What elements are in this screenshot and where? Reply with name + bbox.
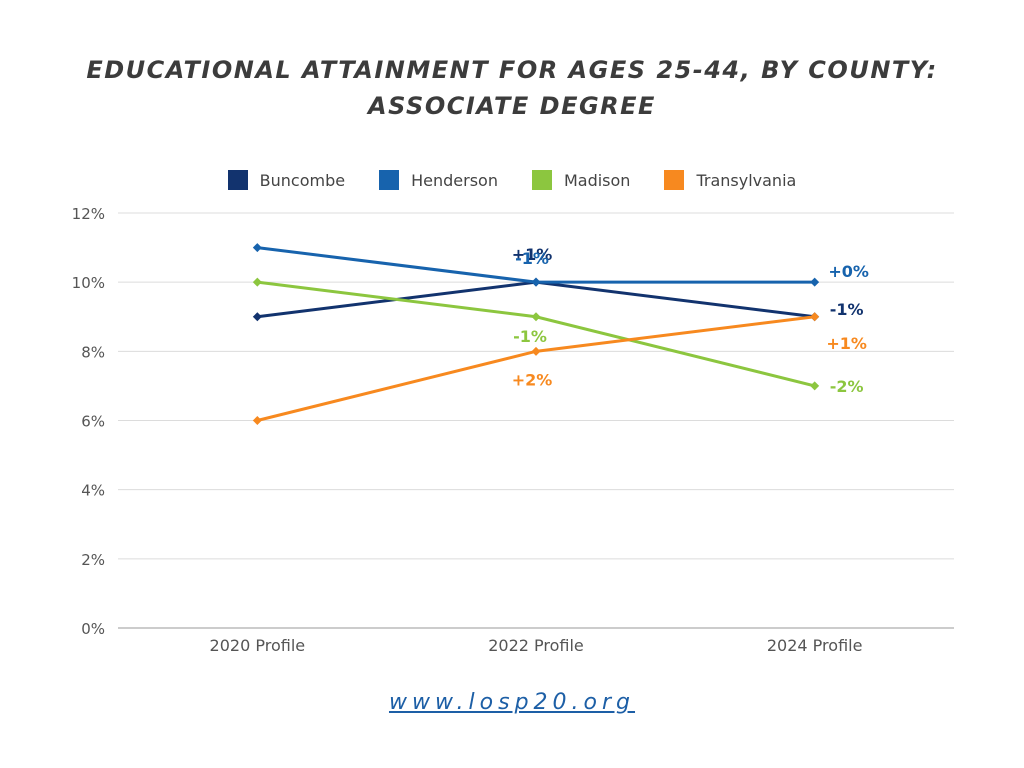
data-point-transylvania [252,416,262,425]
data-point-madison [531,312,541,322]
legend-swatch-transylvania [664,170,685,190]
data-label-madison: -1% [513,327,547,346]
y-tick-label: 12% [72,205,105,223]
legend-label-transylvania: Transylvania [696,170,797,190]
data-point-transylvania [810,312,820,322]
y-tick-label: 10% [72,274,105,292]
data-point-henderson [810,277,820,287]
x-tick-label: 2020 Profile [210,636,306,655]
legend-swatch-henderson [379,170,400,190]
chart-title-line-2: ASSOCIATE DEGREE [368,92,656,120]
data-point-madison [252,277,262,287]
legend-item-henderson: Henderson [379,170,498,190]
data-label-buncombe: -1% [830,300,864,319]
chart-title: EDUCATIONAL ATTAINMENT FOR AGES 25-44, B… [0,52,1024,124]
legend-swatch-madison [531,170,552,190]
data-label-henderson: +0% [828,262,869,281]
data-label-henderson: -1% [515,249,549,268]
legend-item-transylvania: Transylvania [664,170,796,190]
x-tick-label: 2022 Profile [488,636,584,655]
y-tick-label: 0% [81,620,105,638]
x-tick-label: 2024 Profile [767,636,863,655]
y-tick-label: 2% [81,551,105,569]
legend: Buncombe Henderson Madison Transylvania [0,170,1024,190]
data-point-buncombe [252,312,262,322]
footer: www.losp20.org [0,690,1024,715]
legend-item-madison: Madison [531,170,631,190]
data-label-buncombe: +1% [512,245,553,264]
legend-label-buncombe: Buncombe [259,170,346,190]
y-tick-label: 6% [81,413,105,431]
y-tick-label: 4% [81,482,105,500]
data-point-madison [810,381,820,391]
legend-item-buncombe: Buncombe [227,170,346,190]
data-label-transylvania: +1% [826,334,867,353]
data-point-henderson [531,277,541,287]
data-point-transylvania [531,346,541,356]
chart-title-line-1: EDUCATIONAL ATTAINMENT FOR AGES 25-44, B… [86,56,938,84]
data-label-transylvania: +2% [512,370,553,389]
y-tick-label: 8% [81,343,105,361]
footer-link[interactable]: www.losp20.org [388,690,636,715]
series-line-buncombe [257,280,815,319]
data-point-henderson [252,243,262,253]
legend-swatch-buncombe [227,170,248,190]
legend-label-madison: Madison [563,170,631,190]
legend-label-henderson: Henderson [411,170,498,190]
data-label-madison: -2% [830,377,864,396]
